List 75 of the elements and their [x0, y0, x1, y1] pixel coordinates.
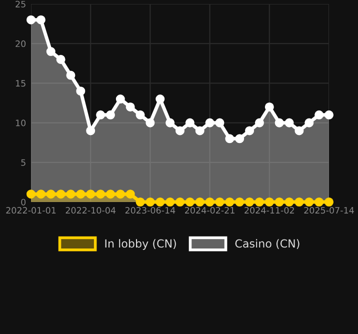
- legend-label: In lobby (CN): [105, 239, 176, 250]
- point: [264, 197, 274, 207]
- point: [156, 197, 165, 207]
- y-tick-label: 20: [16, 40, 26, 48]
- point: [136, 110, 145, 120]
- y-tick-label: 0: [21, 198, 26, 206]
- legend-label: Casino (CN): [235, 239, 300, 249]
- point: [195, 126, 204, 136]
- point: [304, 197, 314, 207]
- point: [284, 197, 294, 207]
- point: [225, 197, 234, 207]
- point: [26, 15, 36, 24]
- x-tick-label: 2022-10-04: [66, 207, 116, 214]
- point: [166, 118, 175, 128]
- point: [36, 190, 46, 199]
- point: [215, 118, 224, 128]
- point: [264, 102, 274, 112]
- y-tick-label: 10: [16, 120, 26, 126]
- point: [136, 197, 145, 207]
- x-tick-label: 2023-06-14: [125, 207, 176, 214]
- point: [195, 197, 204, 207]
- point: [245, 126, 254, 136]
- point: [96, 190, 106, 199]
- point: [314, 197, 324, 207]
- point: [205, 197, 214, 207]
- point: [106, 110, 115, 120]
- x-tick-label: 2025-07-14: [304, 207, 354, 214]
- point: [36, 15, 46, 24]
- point: [46, 47, 56, 56]
- y-tick-label: 25: [16, 0, 26, 8]
- point: [304, 118, 314, 128]
- point: [146, 118, 155, 128]
- x-tick-label: 2024-02-21: [185, 207, 234, 214]
- point: [146, 197, 155, 207]
- point: [235, 134, 244, 144]
- point: [56, 54, 66, 64]
- point: [314, 110, 324, 120]
- point: [175, 197, 185, 207]
- point: [116, 94, 125, 104]
- point: [254, 197, 264, 207]
- point: [116, 190, 125, 199]
- point: [324, 110, 334, 120]
- point: [86, 126, 96, 136]
- point: [215, 197, 224, 207]
- point: [294, 126, 304, 136]
- point: [205, 118, 214, 128]
- point: [76, 190, 86, 199]
- point: [284, 118, 294, 128]
- point: [166, 197, 175, 207]
- point: [56, 190, 66, 199]
- point: [235, 197, 244, 207]
- point: [46, 190, 56, 199]
- point: [185, 118, 194, 128]
- point: [86, 190, 96, 199]
- point: [106, 190, 115, 199]
- y-tick-label: 5: [21, 159, 26, 166]
- point: [175, 126, 185, 136]
- point: [76, 86, 86, 96]
- x-tick-label: 2022-01-01: [6, 207, 56, 214]
- point: [96, 110, 106, 120]
- point: [294, 197, 304, 207]
- point: [274, 118, 284, 128]
- y-tick-label: 15: [16, 80, 26, 87]
- point: [66, 70, 76, 80]
- point: [254, 118, 264, 128]
- point: [225, 134, 234, 144]
- point: [245, 197, 254, 207]
- point: [66, 190, 76, 199]
- point: [126, 102, 135, 112]
- point: [126, 190, 135, 199]
- point: [324, 197, 334, 207]
- point: [185, 197, 194, 207]
- point: [274, 197, 284, 207]
- point: [26, 190, 36, 199]
- x-tick-label: 2024-11-02: [244, 207, 294, 214]
